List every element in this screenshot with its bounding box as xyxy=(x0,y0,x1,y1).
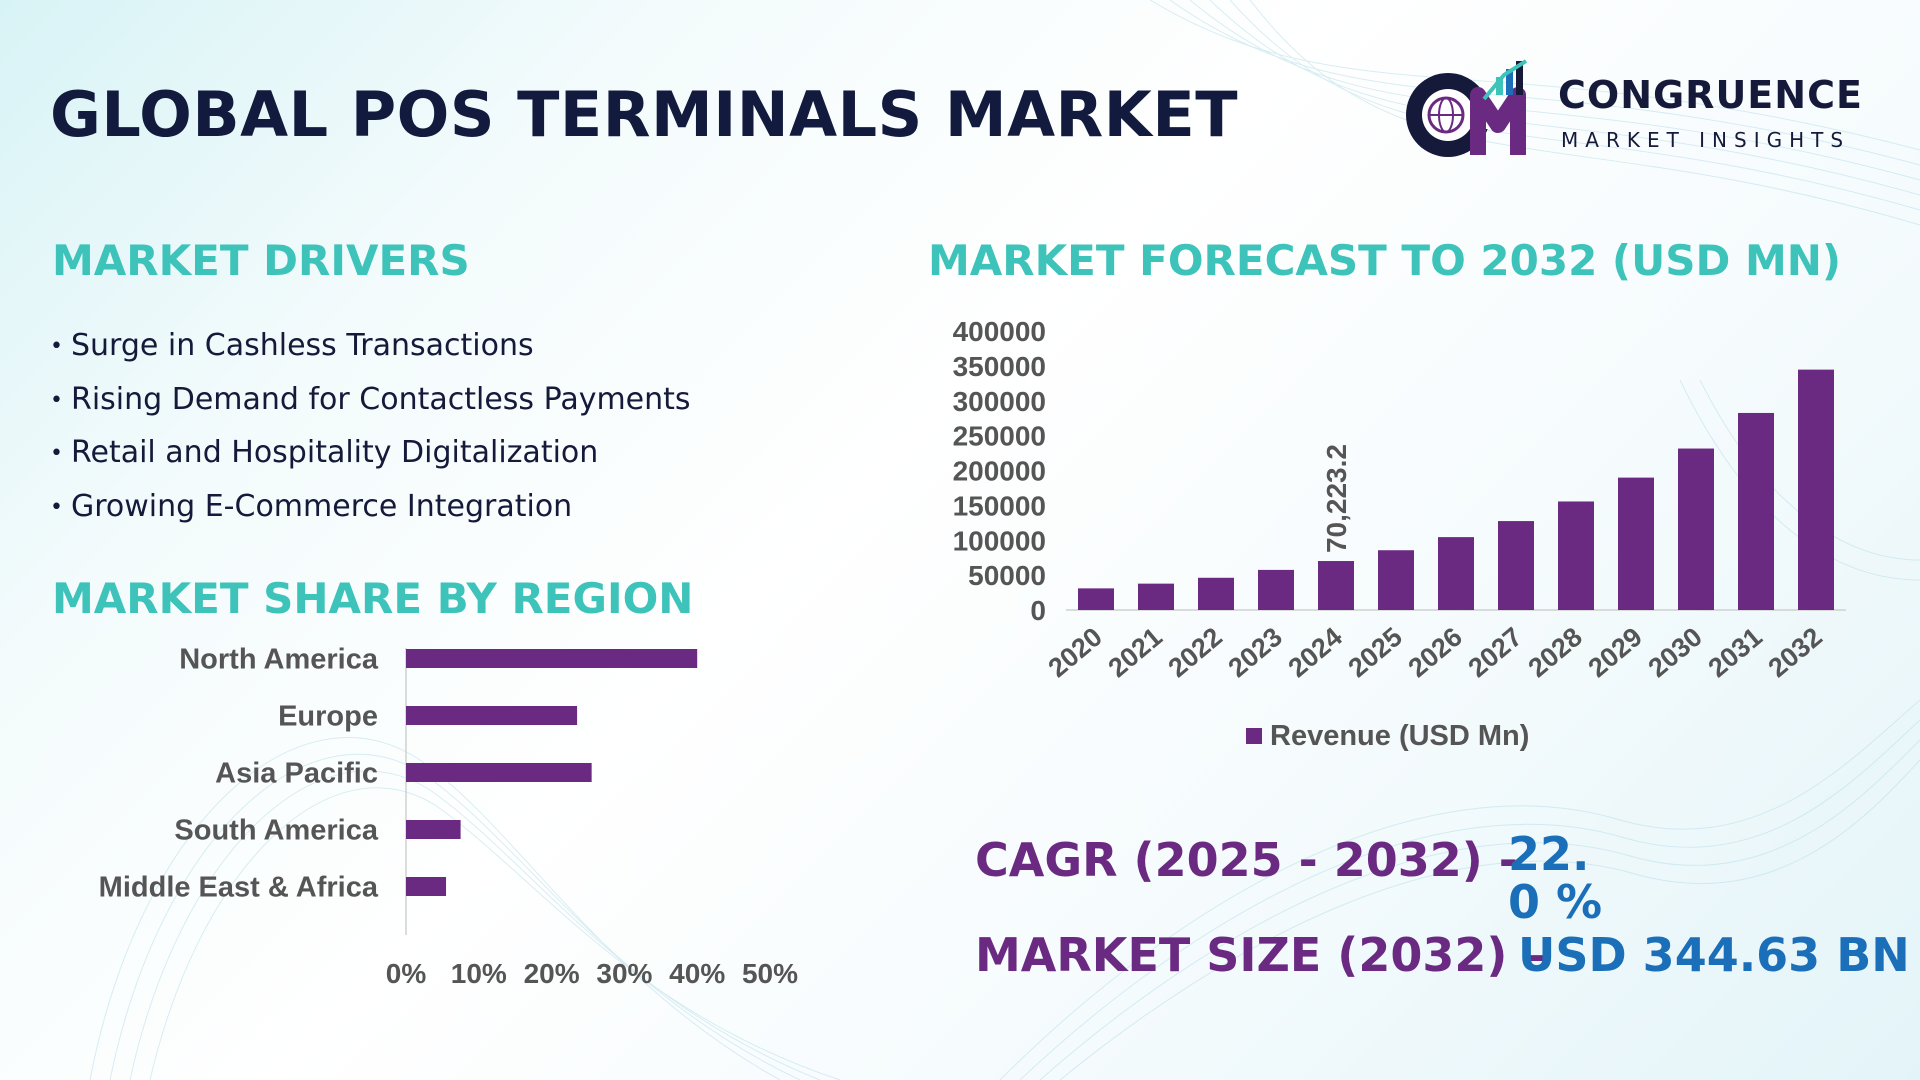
x-tick-label: 50% xyxy=(742,958,798,989)
revenue-bar xyxy=(1498,521,1534,610)
region-share-bar xyxy=(406,877,447,896)
revenue-bar xyxy=(1378,550,1414,610)
cagr-value: 22.0 % xyxy=(1508,827,1603,929)
x-tick-label: 30% xyxy=(596,958,652,989)
y-tick-label: 400000 xyxy=(953,316,1046,347)
revenue-bar xyxy=(1258,569,1294,610)
region-label: Europe xyxy=(278,701,378,733)
x-tick-label: 2026 xyxy=(1403,622,1468,684)
driver-item: • Rising Demand for Contactless Payments xyxy=(50,378,691,432)
x-tick-label: 10% xyxy=(451,958,507,989)
revenue-bar xyxy=(1198,577,1234,610)
revenue-bar xyxy=(1438,537,1474,610)
bullet-icon: • xyxy=(50,387,63,413)
region-label: North America xyxy=(179,644,379,676)
y-tick-label: 100000 xyxy=(953,525,1046,556)
y-tick-label: 50000 xyxy=(968,560,1046,591)
data-label: 70,223.2 xyxy=(1321,444,1352,553)
page-title: GLOBAL POS TERMINALS MARKET xyxy=(50,78,1238,151)
driver-label: Surge in Cashless Transactions xyxy=(70,328,534,363)
y-tick-label: 150000 xyxy=(953,490,1046,521)
brand-tagline: MARKET INSIGHTS xyxy=(1561,128,1851,152)
x-tick-label: 2025 xyxy=(1343,622,1408,684)
revenue-bar xyxy=(1138,583,1174,610)
region-share-bar xyxy=(406,820,461,839)
brand-name: CONGRUENCE xyxy=(1558,73,1863,117)
driver-item: • Growing E-Commerce Integration xyxy=(50,485,691,539)
market-size-value: USD 344.63 BN xyxy=(1518,928,1910,982)
driver-label: Retail and Hospitality Digitalization xyxy=(70,435,599,470)
driver-item: • Retail and Hospitality Digitalization xyxy=(50,431,691,485)
legend-swatch xyxy=(1246,728,1262,744)
y-tick-label: 200000 xyxy=(953,456,1046,487)
x-tick-label: 2030 xyxy=(1643,622,1708,684)
x-tick-label: 2021 xyxy=(1103,622,1168,684)
x-tick-label: 2031 xyxy=(1703,622,1768,684)
x-tick-label: 2028 xyxy=(1523,622,1588,684)
revenue-bar xyxy=(1798,369,1834,610)
driver-item: • Surge in Cashless Transactions xyxy=(50,324,691,378)
revenue-bar xyxy=(1078,588,1114,610)
revenue-bar xyxy=(1318,561,1354,610)
region-share-bar xyxy=(406,763,592,782)
region-share-bar xyxy=(406,649,698,668)
x-tick-label: 2022 xyxy=(1163,622,1228,684)
region-share-bar xyxy=(406,706,578,725)
x-tick-label: 2029 xyxy=(1583,622,1648,684)
driver-label: Rising Demand for Contactless Payments xyxy=(70,381,691,417)
y-tick-label: 250000 xyxy=(953,421,1046,452)
driver-label: Growing E-Commerce Integration xyxy=(70,488,573,524)
y-tick-label: 350000 xyxy=(953,351,1046,382)
y-tick-label: 300000 xyxy=(953,386,1046,417)
revenue-bar xyxy=(1618,477,1654,610)
bullet-icon: • xyxy=(50,494,63,520)
revenue-bar xyxy=(1738,412,1774,610)
drivers-list: • Surge in Cashless Transactions • Rising … xyxy=(50,324,691,538)
x-tick-label: 2024 xyxy=(1283,622,1348,684)
market-size-label: MARKET SIZE (2032) – xyxy=(975,928,1547,982)
y-tick-label: 0 xyxy=(1030,595,1046,626)
region-label: South America xyxy=(174,815,378,847)
region-label: Middle East & Africa xyxy=(99,872,379,904)
x-tick-label: 20% xyxy=(524,958,580,989)
forecast-title: MARKET FORECAST TO 2032 (USD MN) xyxy=(928,236,1842,285)
x-tick-label: 40% xyxy=(669,958,725,989)
region-share-title: MARKET SHARE BY REGION xyxy=(52,574,694,623)
bullet-icon: • xyxy=(50,334,63,359)
brand-logo: CONGRUENCE MARKET INSIGHTS xyxy=(1400,55,1870,165)
x-tick-label: 0% xyxy=(386,958,427,989)
legend-label: Revenue (USD Mn) xyxy=(1270,720,1529,752)
revenue-bar xyxy=(1558,501,1594,610)
drivers-title: MARKET DRIVERS xyxy=(52,236,470,285)
x-tick-label: 2023 xyxy=(1223,622,1288,684)
x-tick-label: 2027 xyxy=(1463,622,1528,684)
bullet-icon: • xyxy=(50,441,63,466)
region-label: Asia Pacific xyxy=(215,758,378,790)
revenue-bar xyxy=(1678,448,1714,610)
cagr-label: CAGR (2025 - 2032) - xyxy=(975,833,1518,887)
brand-logo-icon xyxy=(1406,59,1528,157)
x-tick-label: 2020 xyxy=(1043,622,1108,684)
x-tick-label: 2032 xyxy=(1763,622,1828,684)
